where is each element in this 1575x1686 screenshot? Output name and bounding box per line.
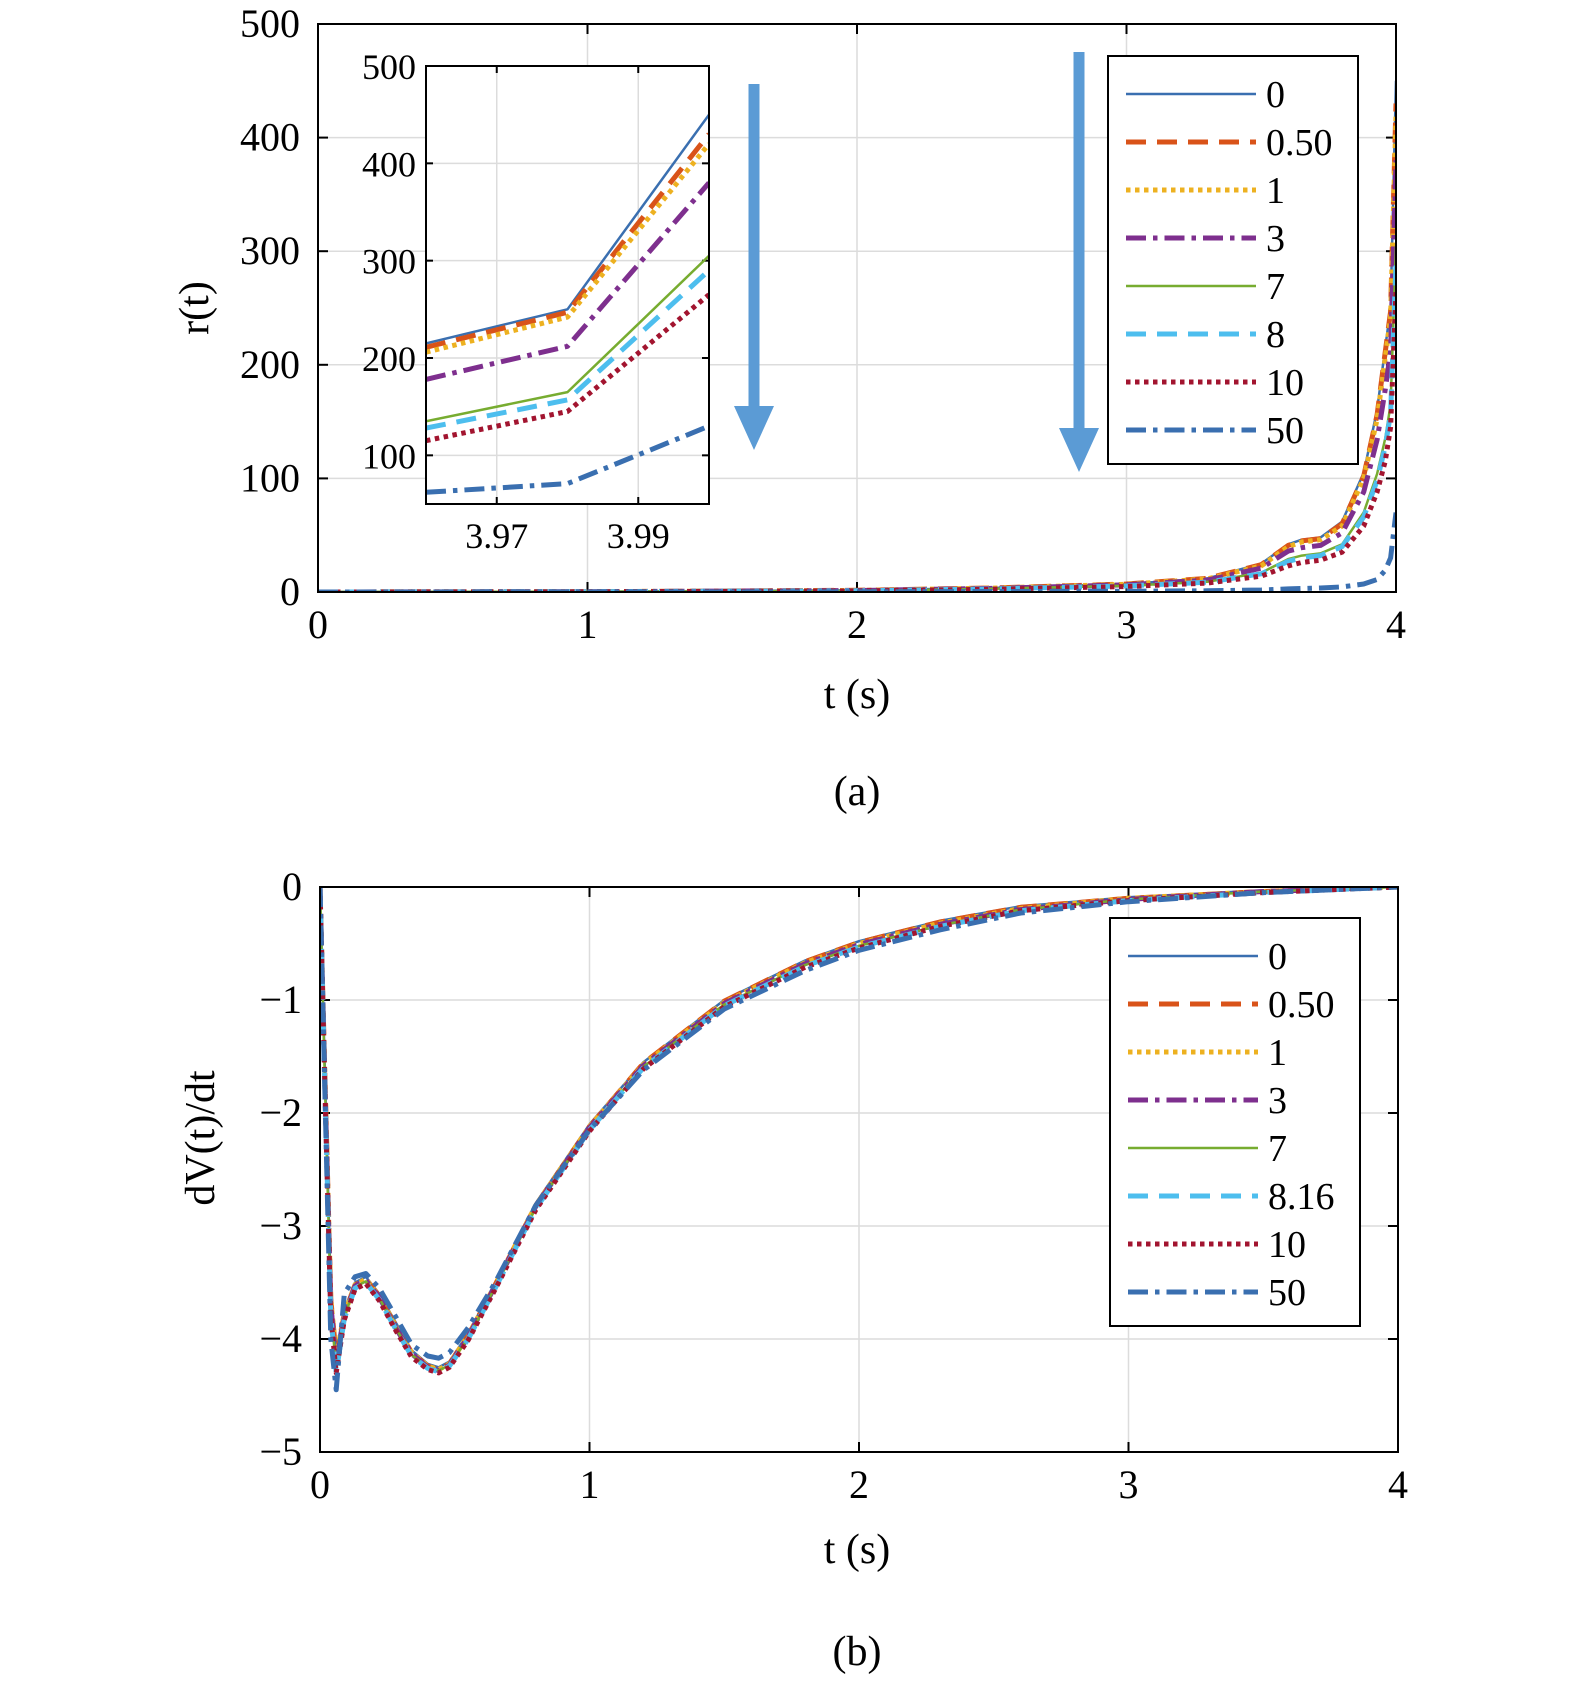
inset-zoom-panel: 3.97 3.99 100 200 300 400 500: [362, 47, 710, 556]
legend-box: [1107, 55, 1359, 465]
legend-entry-label: 0.50: [1266, 122, 1333, 164]
series-line-3: [426, 181, 709, 382]
legend-entry-label: 1: [1266, 170, 1285, 212]
panel-caption: (a): [834, 769, 881, 815]
y-tick-label: 500: [240, 1, 300, 46]
y-tick-label: 0: [280, 569, 300, 614]
x-tick-label: 2: [847, 602, 867, 647]
panel-a-r-of-t: 0 1 2 3 4 0 100 200 300 400 500 t (s) r(t) (a) 0 0.50 1 3…: [172, 1, 1406, 815]
x-tick-label: 1: [578, 602, 598, 647]
legend-entry-label: 7: [1266, 266, 1285, 308]
legend-entry-label: 10: [1268, 1224, 1306, 1266]
series-line-50: [426, 423, 709, 495]
y-tick-label: 200: [362, 339, 416, 379]
series-line-1: [426, 142, 709, 355]
x-axis-label: t (s): [824, 1527, 891, 1573]
series-line-0-50: [320, 887, 1398, 1372]
x-tick-label: 0: [308, 602, 328, 647]
panel-caption: (b): [833, 1629, 882, 1675]
legend: 0 0.50 1 3 7 8 10 50: [1107, 55, 1359, 465]
y-axis-label: dV(t)/dt: [178, 1070, 224, 1206]
legend-entry-label: 8: [1266, 314, 1285, 356]
legend-entry-label: 7: [1268, 1128, 1287, 1170]
y-tick-label: 300: [240, 228, 300, 273]
axes-frame: [319, 886, 1399, 1453]
y-tick-label: 100: [240, 455, 300, 500]
series-line-50: [320, 887, 1398, 1393]
legend-entry-label: 0: [1268, 936, 1287, 978]
legend-entry-label: 3: [1266, 218, 1285, 260]
y-tick-label: 300: [362, 242, 416, 282]
series-line-7: [426, 254, 709, 423]
y-tick-label: 400: [362, 144, 416, 184]
x-tick-label: 0: [310, 1462, 330, 1507]
x-tick-label: 1: [580, 1462, 600, 1507]
x-tick-label: 3: [1119, 1462, 1139, 1507]
panel-b-dV-dt: 0 1 2 3 4 −5 −4 −3 −2 −1 0 t (s) dV(t)/dt (b) 0 0.50 1 3 7…: [178, 864, 1408, 1675]
legend-entry-label: 8.16: [1268, 1176, 1335, 1218]
arrow-down-icon: [1059, 52, 1099, 472]
legend-entry-label: 10: [1266, 362, 1304, 404]
legend-entry-label: 0.50: [1268, 984, 1335, 1026]
axes-frame: [425, 65, 710, 505]
y-tick-label: −2: [259, 1090, 302, 1135]
arrow-down-icon: [734, 84, 774, 450]
y-tick-label: 500: [362, 47, 416, 87]
x-tick-label: 4: [1388, 1462, 1408, 1507]
legend-entry-label: 50: [1268, 1272, 1306, 1314]
series-line-10: [426, 292, 709, 444]
legend-entry-label: 50: [1266, 410, 1304, 452]
series-line-0-50: [426, 132, 709, 350]
legend-entry-label: 1: [1268, 1032, 1287, 1074]
series-line-8: [426, 268, 709, 431]
y-tick-label: 200: [240, 342, 300, 387]
series-line-10: [320, 887, 1398, 1376]
y-tick-label: 0: [282, 864, 302, 909]
x-tick-label: 3.97: [465, 516, 528, 556]
y-tick-label: −5: [259, 1429, 302, 1474]
y-tick-label: 100: [362, 436, 416, 476]
series-line-7: [320, 887, 1398, 1372]
y-tick-label: −1: [259, 977, 302, 1022]
series-line-0: [426, 113, 709, 345]
x-axis-label: t (s): [824, 672, 891, 718]
axes-frame: [317, 23, 1397, 593]
x-tick-label: 4: [1386, 602, 1406, 647]
legend: 0 0.50 1 3 7 8.16 10 50: [1109, 917, 1361, 1327]
plot-area: [426, 66, 709, 504]
y-tick-label: −4: [259, 1316, 302, 1361]
legend-entry-label: 3: [1268, 1080, 1287, 1122]
legend-box: [1109, 917, 1361, 1327]
x-tick-label: 2: [849, 1462, 869, 1507]
y-tick-label: −3: [259, 1203, 302, 1248]
x-tick-label: 3: [1117, 602, 1137, 647]
x-tick-label: 3.99: [607, 516, 670, 556]
y-axis-label: r(t): [172, 281, 218, 335]
y-tick-label: 400: [240, 115, 300, 160]
legend-entry-label: 0: [1266, 74, 1285, 116]
